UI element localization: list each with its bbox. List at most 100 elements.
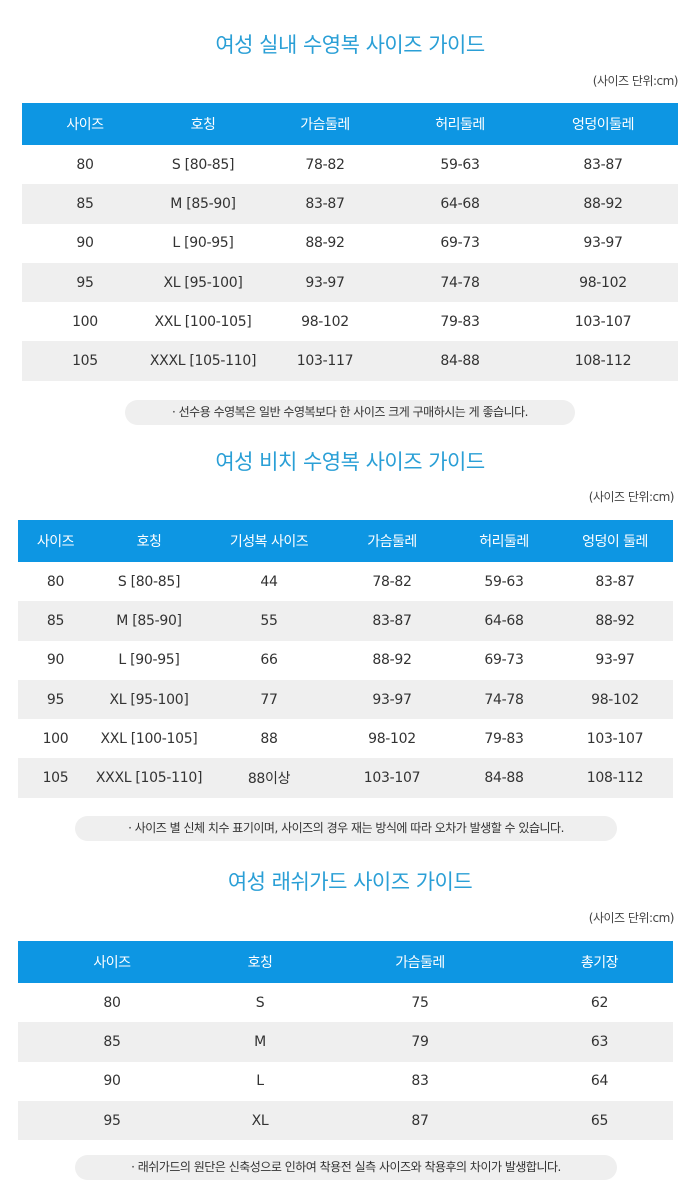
table-cell: 95 [18, 679, 93, 720]
table-cell: 64 [590, 1073, 609, 1090]
table-cell: 93-97 [258, 262, 392, 303]
table-cell: 83 [411, 1073, 429, 1090]
column-header: 총기장 [526, 941, 673, 983]
size-table: 사이즈 호칭 가슴둘레 총기장 80 S 75 62 85 M 79 63 90 L 83 64 95 XL 87 6… [18, 941, 673, 1141]
table-row: 105 XXXL [105-110] 88이상 103-107 84-88 108-112 [18, 758, 673, 798]
table-cell: 59-63 [484, 573, 524, 590]
table-cell: 88이상 [205, 758, 333, 798]
table-cell: 79 [314, 1022, 526, 1062]
table-cell: 98-102 [557, 679, 673, 720]
table-cell: S [255, 994, 265, 1011]
table-cell: XXXL [105-110] [148, 341, 258, 381]
table-row: 95 XL [95-100] 93-97 74-78 98-102 [22, 262, 678, 303]
section-title: 여성 래쉬가드 사이즈 가이드 [227, 870, 473, 894]
table-cell: 75 [411, 994, 429, 1011]
table-cell: 64-68 [392, 184, 528, 224]
table-cell: 85 [18, 601, 93, 641]
column-header: 가슴둘레 [258, 103, 392, 145]
size-table: 사이즈 호칭 기성복 사이즈 가슴둘레 허리둘레 엉덩이 둘레 80 S [80-85] 44 7… [18, 520, 673, 798]
table-cell: 78-82 [372, 573, 412, 590]
table-cell: 93-97 [595, 652, 635, 669]
table-cell: 64-68 [451, 601, 557, 641]
table-cell: 44 [260, 573, 278, 590]
section-title: 여성 실내 수영복 사이즈 가이드 [215, 33, 485, 57]
table-cell: 83-87 [595, 573, 635, 590]
column-header: 호칭 [148, 103, 258, 145]
table-cell: 103-107 [574, 313, 632, 330]
table-cell: 83-87 [333, 601, 451, 641]
table-row: 85 M [85-90] 55 83-87 64-68 88-92 [18, 601, 673, 641]
column-header: 호칭 [93, 520, 205, 562]
table-cell: 88-92 [305, 235, 345, 252]
unit-label: (사이즈 단위:cm) [588, 911, 675, 925]
table-row: 80 S [80-85] 78-82 59-63 83-87 [22, 145, 678, 184]
table-cell: L [90-95] [172, 235, 234, 252]
table-row: 85 M 79 63 [18, 1022, 673, 1062]
column-header: 기성복 사이즈 [205, 520, 333, 562]
table-cell: 93-97 [333, 679, 451, 720]
table-cell: 90 [76, 235, 94, 252]
table-cell: 80 [76, 156, 94, 173]
table-cell: 65 [526, 1100, 673, 1141]
table-cell: 105 [22, 341, 148, 381]
table-cell: 88-92 [372, 652, 412, 669]
size-table: 사이즈 호칭 가슴둘레 허리둘레 엉덩이둘레 80 S [80-85] 78-82 59-63 8… [22, 103, 678, 381]
column-header: 가슴둘레 [314, 941, 526, 983]
table-cell: 100 [72, 313, 98, 330]
table-cell: 103-107 [333, 758, 451, 798]
unit-label: (사이즈 단위:cm) [588, 490, 675, 504]
column-header: 사이즈 [18, 520, 93, 562]
column-header: 사이즈 [22, 103, 148, 145]
table-row: 105 XXXL [105-110] 103-117 84-88 108-112 [22, 341, 678, 381]
table-cell: 103-117 [258, 341, 392, 381]
table-cell: 80 [103, 994, 121, 1011]
table-cell: 108-112 [557, 758, 673, 798]
column-header: 가슴둘레 [333, 520, 451, 562]
table-cell: 63 [526, 1022, 673, 1062]
table-cell: 77 [205, 679, 333, 720]
table-cell: 103-107 [586, 730, 644, 747]
table-cell: 74-78 [392, 262, 528, 303]
table-cell: 98-102 [528, 262, 678, 303]
section-title: 여성 비치 수영복 사이즈 가이드 [215, 450, 485, 474]
note: · 사이즈 별 신체 치수 표기이며, 사이즈의 경우 재는 방식에 따라 오차… [75, 816, 617, 841]
table-cell: 66 [260, 652, 278, 669]
column-header: 허리둘레 [451, 520, 557, 562]
table-cell: 83-87 [258, 184, 392, 224]
table-row: 95 XL 87 65 [18, 1100, 673, 1141]
table-cell: 95 [22, 262, 148, 303]
table-cell: M [85-90] [148, 184, 258, 224]
table-row: 90 L 83 64 [18, 1062, 673, 1101]
table-cell: L [90-95] [118, 652, 180, 669]
table-cell: L [256, 1073, 264, 1090]
column-header: 허리둘레 [392, 103, 528, 145]
table-cell: 108-112 [528, 341, 678, 381]
table-cell: 90 [46, 652, 65, 669]
table-row: 85 M [85-90] 83-87 64-68 88-92 [22, 184, 678, 224]
table-cell: S [80-85] [117, 573, 181, 590]
table-cell: 84-88 [392, 341, 528, 381]
table-cell: 87 [314, 1100, 526, 1141]
table-row: 80 S 75 62 [18, 983, 673, 1022]
table-cell: 98-102 [301, 313, 349, 330]
table-cell: 95 [18, 1100, 206, 1141]
table-cell: XL [95-100] [93, 679, 205, 720]
table-row: 90 L [90-95] 88-92 69-73 93-97 [22, 224, 678, 263]
table-cell: 88-92 [557, 601, 673, 641]
table-cell: XXL [100-105] [154, 313, 252, 330]
table-cell: 100 [42, 730, 69, 747]
table-cell: M [206, 1022, 314, 1062]
table-row: 90 L [90-95] 66 88-92 69-73 93-97 [18, 641, 673, 680]
table-cell: 69-73 [484, 652, 524, 669]
table-cell: 85 [22, 184, 148, 224]
table-cell: XL [95-100] [148, 262, 258, 303]
column-header: 엉덩이둘레 [528, 103, 678, 145]
header-row: 사이즈 호칭 가슴둘레 총기장 [18, 941, 673, 983]
table-cell: 59-63 [440, 156, 480, 173]
table-cell: XXL [100-105] [100, 730, 198, 747]
table-cell: 79-83 [484, 730, 524, 747]
table-cell: M [85-90] [93, 601, 205, 641]
table-row: 100 XXL [100-105] 98-102 79-83 103-107 [22, 302, 678, 341]
table-row: 80 S [80-85] 44 78-82 59-63 83-87 [18, 562, 673, 601]
table-cell: XL [206, 1100, 314, 1141]
